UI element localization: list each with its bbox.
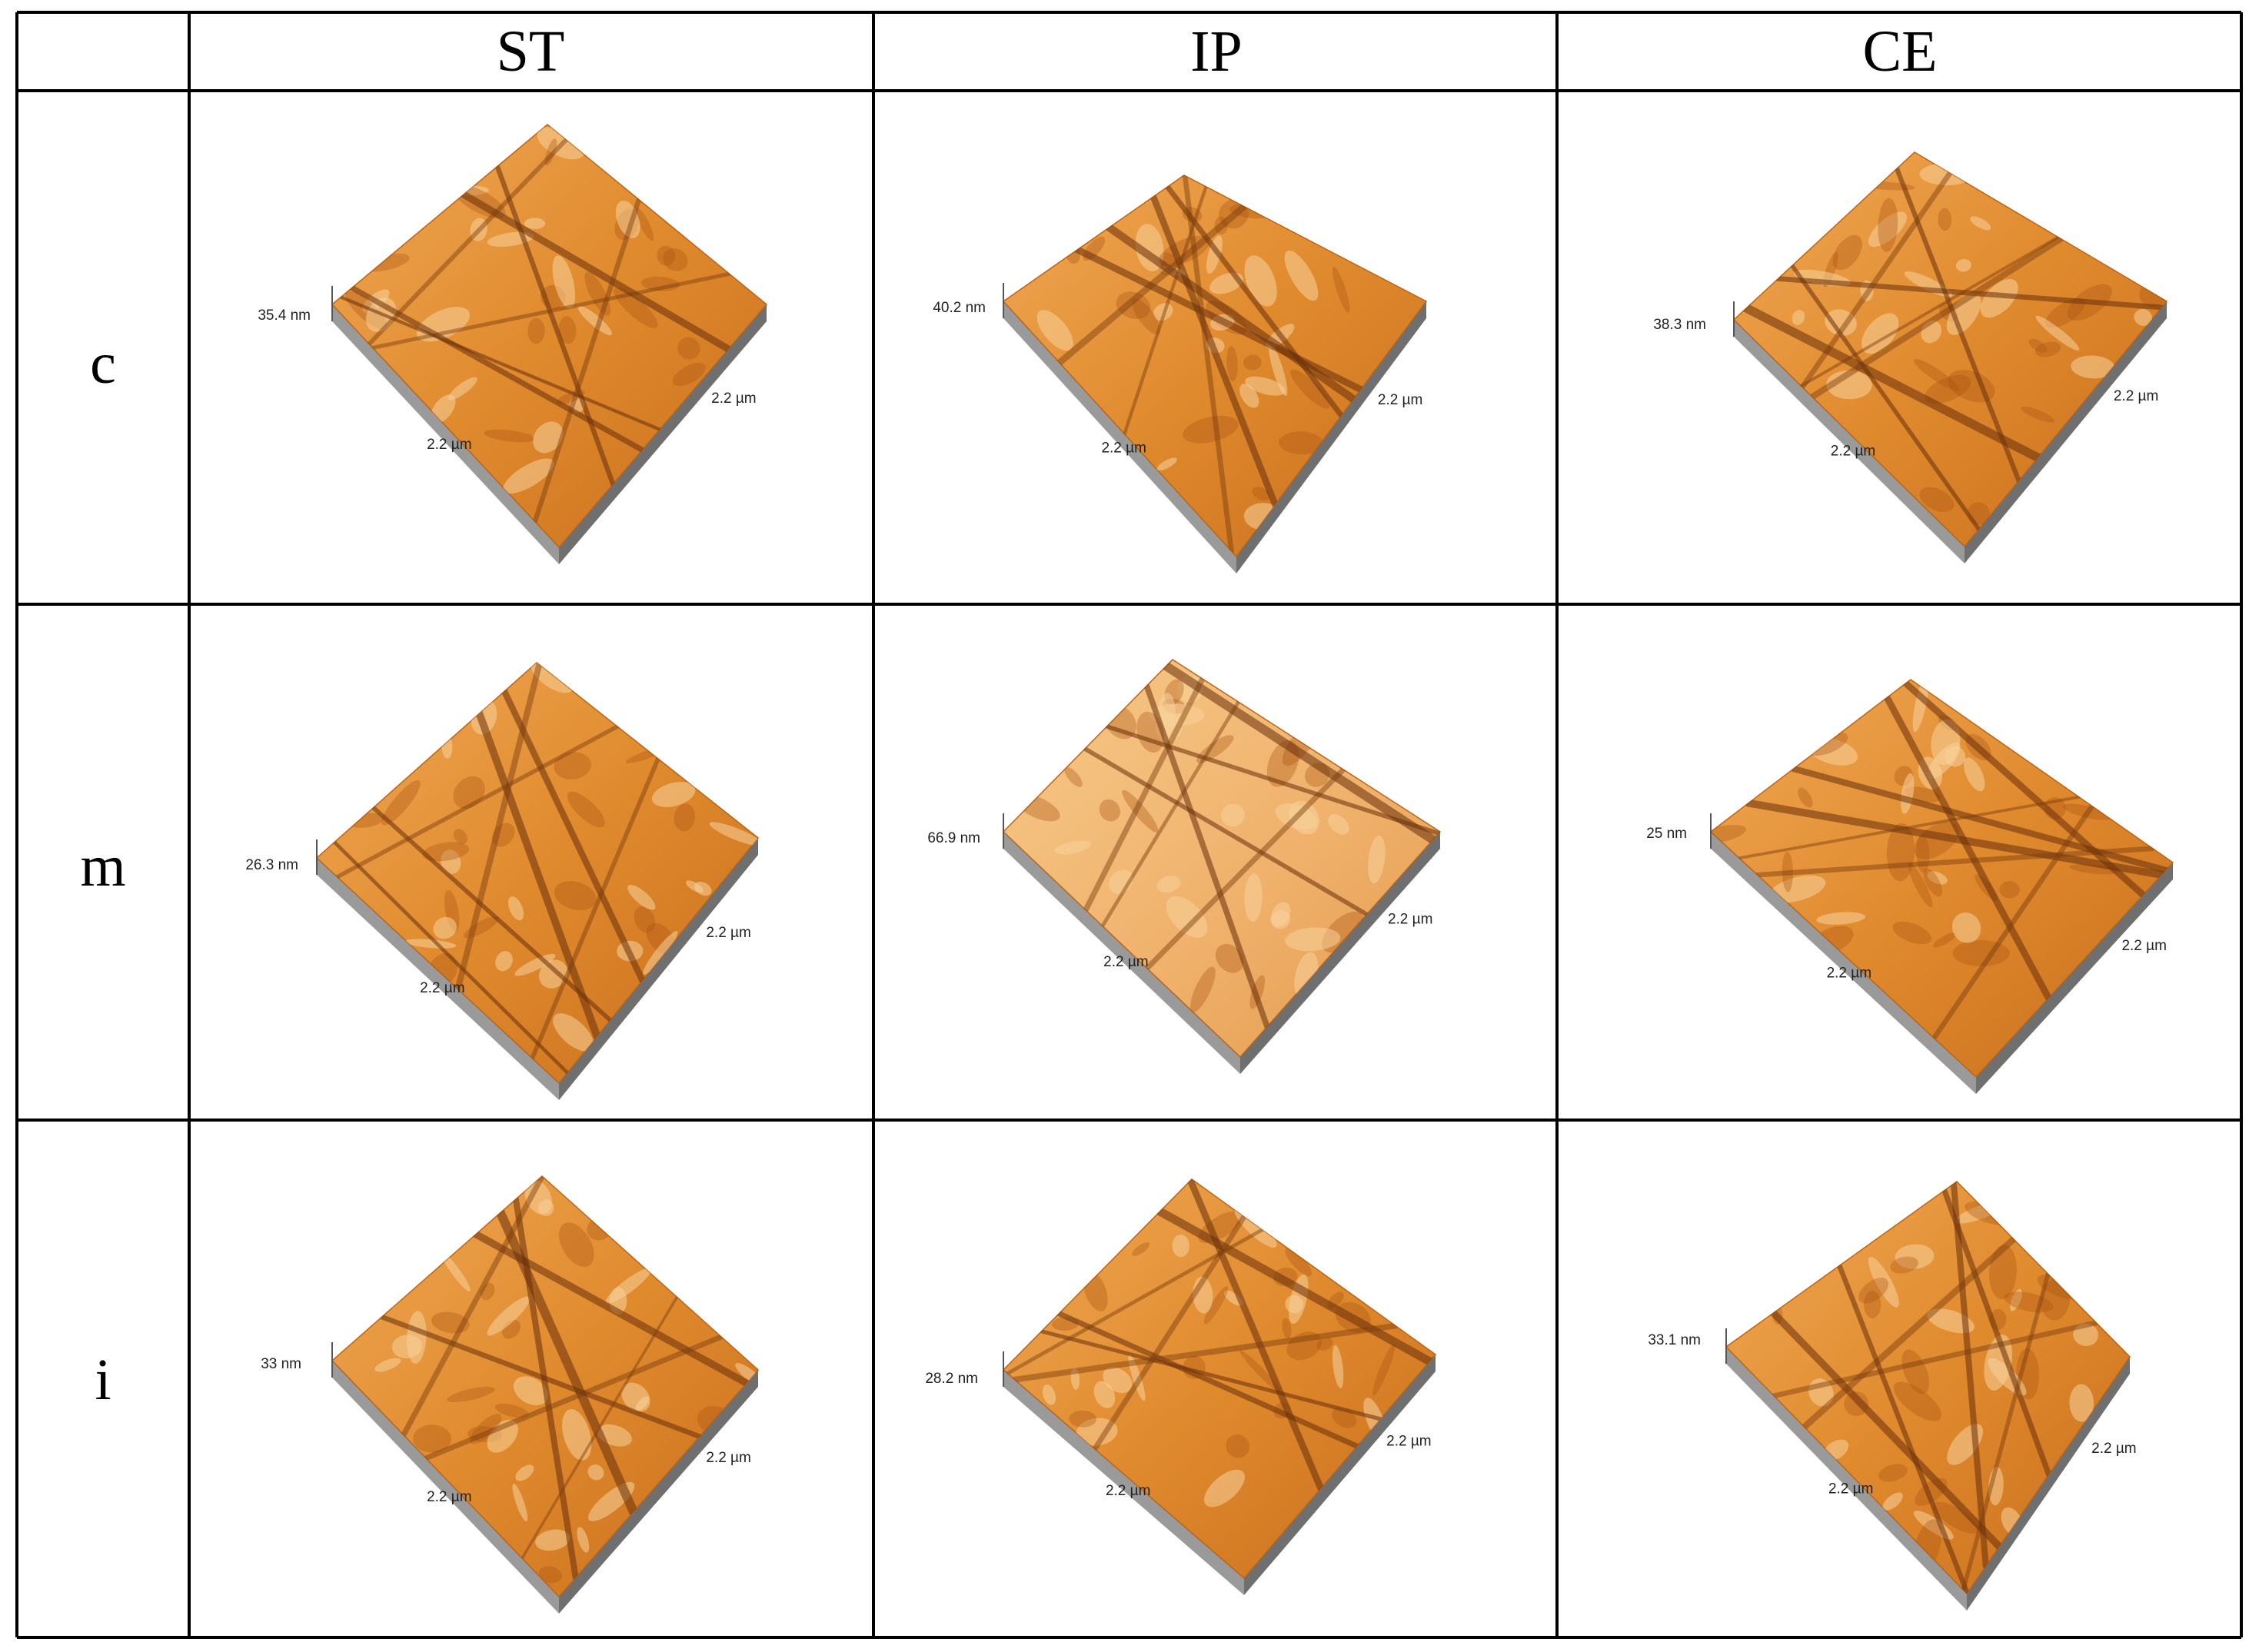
- height-scale-label: 35.4 nm: [258, 307, 311, 324]
- row-label-i: i: [95, 1348, 111, 1412]
- afm-surface-plot: 26.3 nm 2.2 µm 2.2 µm: [245, 662, 760, 1100]
- side-wall-right: [559, 838, 758, 1100]
- surface: [1002, 659, 1442, 1059]
- side-wall-right: [1240, 832, 1440, 1074]
- height-scale-label: 25 nm: [1646, 826, 1687, 842]
- y-scale-label: 2.2 µm: [706, 1450, 750, 1466]
- y-scale-label: 2.2 µm: [706, 925, 750, 941]
- height-scale-label: 40.2 nm: [933, 300, 986, 316]
- height-scale-label: 33.1 nm: [1648, 1332, 1701, 1348]
- surface-texture: [1006, 1179, 1434, 1507]
- afm-surface-plot: 40.2 nm 2.2 µm 2.2 µm: [933, 175, 1428, 573]
- side-wall-left: [1003, 832, 1240, 1074]
- y-scale-label: 2.2 µm: [2091, 1441, 2136, 1457]
- y-scale-label: 2.2 µm: [1378, 392, 1422, 408]
- height-scale-label: 26.3 nm: [245, 857, 298, 873]
- side-wall-right: [559, 1370, 758, 1614]
- column-header-st: ST: [497, 19, 565, 84]
- x-scale-label: 2.2 µm: [1831, 443, 1875, 459]
- table-grid: [15, 11, 2243, 1639]
- x-scale-label: 2.2 µm: [1828, 1481, 1873, 1497]
- surface-texture: [1711, 680, 2169, 1041]
- side-wall-right: [1976, 863, 2173, 1094]
- y-scale-label: 2.2 µm: [1388, 911, 1432, 927]
- side-wall-left: [317, 858, 559, 1100]
- y-scale-label: 2.2 µm: [711, 391, 756, 407]
- x-scale-label: 2.2 µm: [427, 1489, 471, 1505]
- surface-texture: [1769, 1182, 2099, 1594]
- side-wall-left: [1003, 301, 1236, 573]
- side-wall-left: [332, 304, 559, 564]
- surface-texture: [339, 127, 732, 524]
- side-wall-left: [1726, 1347, 1967, 1610]
- afm-surface-plot: 28.2 nm 2.2 µm 2.2 µm: [925, 1178, 1437, 1595]
- side-wall-left: [1711, 832, 1976, 1094]
- side-wall-left: [1734, 320, 1965, 563]
- column-header-ce: CE: [1862, 19, 1937, 84]
- afm-surface-plot: 33.1 nm 2.2 µm 2.2 µm: [1648, 1181, 2137, 1610]
- x-scale-label: 2.2 µm: [1101, 440, 1146, 457]
- y-scale-label: 2.2 µm: [2121, 938, 2166, 954]
- height-scale-label: 38.3 nm: [1653, 317, 1706, 333]
- side-wall-right: [1965, 301, 2167, 563]
- height-scale-label: 66.9 nm: [927, 830, 980, 846]
- side-wall-right: [1967, 1357, 2130, 1610]
- row-label-c: c: [90, 331, 116, 396]
- surface: [1732, 151, 2168, 548]
- surface-texture: [1015, 661, 1440, 1030]
- afm-surface-plot: 38.3 nm 2.2 µm 2.2 µm: [1653, 151, 2168, 563]
- afm-surface-plot: 66.9 nm 2.2 µm 2.2 µm: [927, 659, 1442, 1074]
- afm-surface-plot: 35.4 nm 2.2 µm 2.2 µm: [258, 124, 768, 564]
- surface-texture: [1036, 175, 1365, 554]
- x-scale-label: 2.2 µm: [1106, 1483, 1150, 1499]
- afm-surface-plot: 33 nm 2.2 µm 2.2 µm: [261, 1175, 760, 1614]
- surface-texture: [332, 663, 758, 1075]
- surface-texture: [374, 1176, 758, 1584]
- height-scale-label: 28.2 nm: [925, 1371, 978, 1387]
- x-scale-label: 2.2 µm: [1103, 954, 1148, 970]
- column-header-ip: IP: [1190, 19, 1243, 84]
- surface: [331, 124, 768, 549]
- surface-texture: [1742, 163, 2167, 532]
- y-scale-label: 2.2 µm: [2114, 388, 2158, 404]
- x-scale-label: 2.2 µm: [420, 980, 464, 996]
- row-label-m: m: [80, 834, 125, 899]
- side-wall-left: [332, 1361, 559, 1614]
- afm-surface-plot: 25 nm 2.2 µm 2.2 µm: [1646, 679, 2174, 1094]
- side-wall-right: [559, 304, 767, 564]
- side-wall-right: [1244, 1355, 1436, 1595]
- height-scale-label: 33 nm: [261, 1356, 301, 1372]
- y-scale-label: 2.2 µm: [1386, 1434, 1431, 1450]
- surface: [1002, 175, 1428, 558]
- x-scale-label: 2.2 µm: [427, 437, 471, 453]
- x-scale-label: 2.2 µm: [1827, 966, 1871, 982]
- side-wall-right: [1236, 301, 1426, 573]
- side-wall-left: [1003, 1370, 1244, 1595]
